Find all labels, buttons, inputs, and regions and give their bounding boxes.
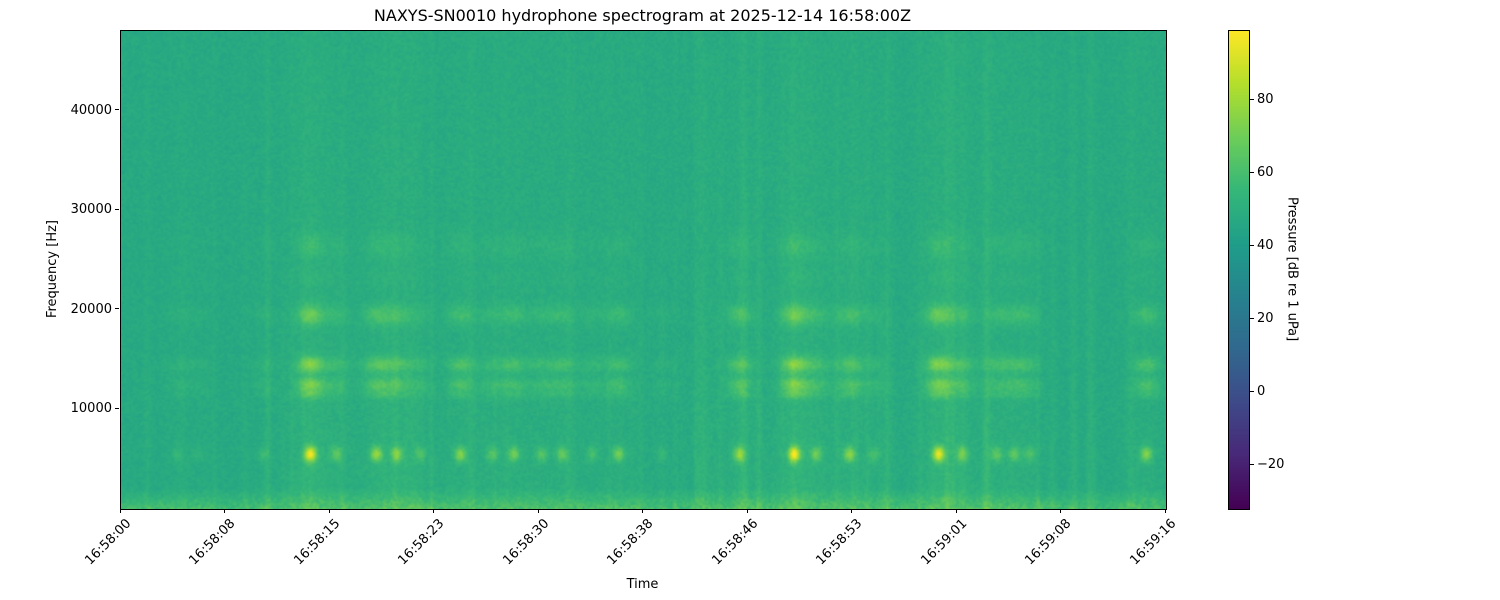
colorbar-tick-label: 40 <box>1257 238 1274 254</box>
y-tick-mark <box>115 109 119 111</box>
x-tick-label: 16:58:30 <box>500 516 552 569</box>
spectrogram-canvas <box>121 31 1166 509</box>
colorbar-tick-mark <box>1250 390 1254 392</box>
y-tick-mark <box>115 208 119 210</box>
x-tick-label: 16:59:01 <box>918 516 970 569</box>
y-tick-label: 20000 <box>70 301 112 317</box>
colorbar-tick-mark <box>1250 98 1254 100</box>
colorbar-tick-label: 0 <box>1257 384 1266 400</box>
y-axis-label: Frequency [Hz] <box>44 219 60 319</box>
colorbar-tick-label: 80 <box>1257 92 1274 108</box>
colorbar-label-wrap: Pressure [dB re 1 uPa] <box>1284 30 1300 508</box>
colorbar <box>1228 30 1250 510</box>
x-tick-label: 16:58:23 <box>395 516 448 569</box>
colorbar-label: Pressure [dB re 1 uPa] <box>1284 196 1300 342</box>
colorbar-tick-mark <box>1250 244 1254 246</box>
x-tick-label: 16:59:08 <box>1022 516 1075 569</box>
chart-title: NAXYS-SN0010 hydrophone spectrogram at 2… <box>373 6 912 25</box>
y-tick-label: 40000 <box>70 102 112 118</box>
colorbar-tick-label: 20 <box>1257 311 1274 327</box>
y-tick-label: 30000 <box>70 202 112 218</box>
x-tick-label: 16:58:15 <box>291 516 343 569</box>
y-axis-label-wrap: Frequency [Hz] <box>44 30 60 508</box>
x-tick-label: 16:59:16 <box>1127 516 1179 569</box>
colorbar-tick-mark <box>1250 317 1254 319</box>
y-tick-mark <box>115 407 119 409</box>
y-tick-mark <box>115 308 119 310</box>
x-tick-label: 16:58:00 <box>82 516 134 569</box>
colorbar-tick-label: −20 <box>1257 457 1285 473</box>
colorbar-tick-label: 60 <box>1257 165 1274 181</box>
x-tick-label: 16:58:53 <box>813 516 866 569</box>
spectrogram-plot-area <box>120 30 1167 510</box>
y-tick-label: 10000 <box>70 401 112 417</box>
x-tick-label: 16:58:08 <box>186 516 239 569</box>
x-tick-label: 16:58:38 <box>604 516 657 569</box>
x-axis-label: Time <box>626 577 659 592</box>
colorbar-canvas <box>1229 31 1249 509</box>
colorbar-tick-mark <box>1250 171 1254 173</box>
colorbar-tick-mark <box>1250 463 1254 465</box>
x-tick-label: 16:58:46 <box>709 516 761 569</box>
